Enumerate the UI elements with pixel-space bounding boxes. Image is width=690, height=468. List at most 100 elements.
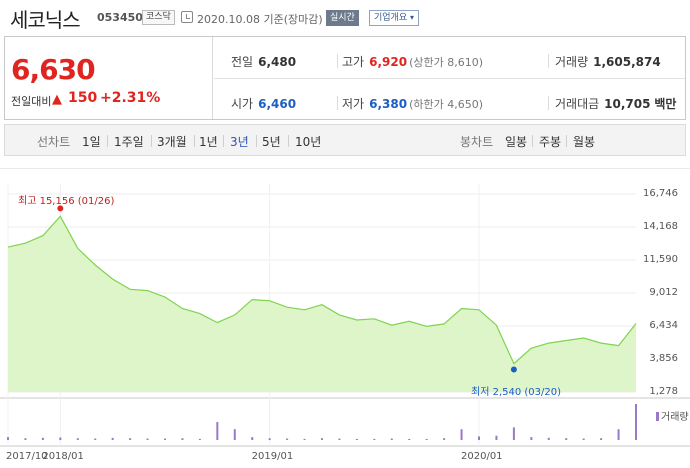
high-annotation: 최고 15,156 (01/26) bbox=[18, 196, 115, 207]
candle-chart-label: 봉차트 bbox=[460, 135, 494, 149]
clock-icon bbox=[181, 11, 193, 23]
trade-value: 거래대금 10,705 백만 bbox=[555, 95, 676, 112]
trade-value-amount: 10,705 bbox=[604, 97, 651, 111]
tab-period-5y[interactable]: 5년 bbox=[262, 135, 281, 149]
day-high: 고가 6,920 (상한가 8,610) bbox=[342, 53, 483, 70]
row-divider bbox=[214, 78, 685, 79]
volume-bar bbox=[24, 438, 27, 440]
high-marker bbox=[57, 205, 64, 212]
up-arrow-icon: ▲ bbox=[52, 92, 62, 107]
y-tick-label: 9,012 bbox=[649, 287, 678, 298]
volume-legend-label: 거래량 bbox=[661, 412, 689, 423]
market-badge: 코스닥 bbox=[142, 10, 175, 25]
y-tick-label: 14,168 bbox=[643, 221, 678, 232]
x-tick-label: 2020/01 bbox=[461, 451, 503, 462]
current-price-panel: 6,630 전일대비 ▲ 150 +2.31% bbox=[5, 37, 213, 119]
tab-candle-weekly[interactable]: 주봉 bbox=[539, 135, 562, 149]
tab-candle-daily[interactable]: 일봉 bbox=[505, 135, 528, 149]
low-marker bbox=[510, 366, 517, 373]
volume-bar bbox=[321, 438, 323, 440]
open-label: 시가 bbox=[231, 97, 254, 111]
open-price: 시가 6,460 bbox=[231, 95, 296, 112]
volume-bar bbox=[390, 438, 393, 440]
low-value: 6,380 bbox=[369, 97, 408, 111]
divider bbox=[223, 135, 224, 147]
change-value: 150 bbox=[68, 90, 98, 106]
y-tick-label: 11,590 bbox=[643, 254, 678, 265]
volume-bar bbox=[478, 436, 480, 440]
volume-bar bbox=[94, 438, 97, 440]
price-summary: 6,630 전일대비 ▲ 150 +2.31% 전일 6,480 고가 6,920(… bbox=[4, 36, 686, 120]
volume-value: 1,605,874 bbox=[593, 55, 661, 69]
y-tick-label: 1,278 bbox=[649, 386, 678, 397]
volume-bar bbox=[495, 435, 498, 440]
volume-bar bbox=[111, 437, 114, 440]
divider bbox=[532, 135, 533, 147]
y-tick-label: 16,746 bbox=[643, 188, 678, 199]
volume-bar bbox=[146, 438, 149, 440]
divider bbox=[337, 54, 338, 68]
volume-bar bbox=[460, 429, 463, 440]
volume-bar bbox=[303, 438, 306, 440]
y-tick-label: 3,856 bbox=[649, 353, 678, 364]
low-label: 저가 bbox=[342, 97, 365, 111]
divider bbox=[107, 135, 108, 147]
change-label: 전일대비 bbox=[11, 95, 52, 108]
high-value: 6,920 bbox=[369, 55, 408, 69]
date-text: 2020.10.08 bbox=[197, 13, 260, 26]
volume-bar bbox=[164, 438, 166, 440]
price-area bbox=[8, 216, 636, 392]
tab-period-3y[interactable]: 3년 bbox=[230, 135, 249, 149]
volume-bar bbox=[582, 438, 585, 440]
day-low: 저가 6,380 (하한가 4,650) bbox=[342, 95, 483, 112]
volume-info: 거래량 1,605,874 bbox=[555, 53, 661, 70]
tab-period-1w[interactable]: 1주일 bbox=[114, 135, 144, 149]
volume-bar bbox=[7, 437, 9, 440]
tab-candle-monthly[interactable]: 월봉 bbox=[573, 135, 596, 149]
low-annotation: 최저 2,540 (03/20) bbox=[471, 387, 562, 398]
trade-value-label: 거래대금 bbox=[555, 97, 600, 111]
volume-bar bbox=[338, 438, 341, 440]
volume-bar bbox=[512, 427, 515, 440]
x-tick-label: 2017/10 bbox=[6, 451, 48, 462]
volume-bar bbox=[547, 437, 550, 440]
volume-bar bbox=[617, 429, 620, 440]
prev-close-value: 6,480 bbox=[258, 55, 297, 69]
volume-bar bbox=[76, 438, 79, 440]
volume-bar bbox=[251, 437, 254, 440]
x-tick-label: 2019/01 bbox=[251, 451, 294, 462]
volume-bar bbox=[635, 404, 637, 440]
volume-bar bbox=[233, 429, 236, 440]
price-line bbox=[7, 215, 637, 365]
volume-label: 거래량 bbox=[555, 55, 589, 69]
volume-bar bbox=[443, 438, 446, 440]
volume-bar bbox=[565, 438, 568, 440]
divider bbox=[194, 135, 195, 147]
volume-bar bbox=[129, 438, 132, 440]
volume-bar bbox=[355, 438, 358, 440]
tab-period-10y[interactable]: 10년 bbox=[295, 135, 322, 149]
company-info-dropdown[interactable]: 기업개요 ▾ bbox=[369, 10, 420, 26]
price-chart[interactable]: 16,746 14,168 11,590 9,012 6,434 3,856 1,278 2… bbox=[0, 168, 690, 468]
realtime-button[interactable]: 실시간 bbox=[326, 10, 359, 26]
volume-bar bbox=[216, 422, 219, 440]
prev-close-label: 전일 bbox=[231, 55, 254, 69]
line-chart-label: 선차트 bbox=[37, 135, 71, 149]
basis-date: 2020.10.08 기준(장마감) bbox=[197, 11, 323, 27]
stock-name: 세코닉스 bbox=[10, 8, 81, 32]
tab-period-1d[interactable]: 1일 bbox=[82, 135, 101, 149]
x-tick-label: 2018/01 bbox=[42, 451, 84, 462]
volume-bar bbox=[425, 438, 428, 440]
chevron-down-icon: ▾ bbox=[410, 13, 415, 22]
volume-bar bbox=[373, 438, 376, 440]
volume-bar bbox=[286, 438, 289, 440]
volume-bar bbox=[59, 437, 62, 440]
tab-period-3m[interactable]: 3개월 bbox=[157, 135, 187, 149]
volume-bar bbox=[181, 438, 184, 440]
divider bbox=[566, 135, 567, 147]
stock-header: 세코닉스 053450 코스닥 2020.10.08 기준(장마감) 실시간 기… bbox=[0, 0, 690, 36]
high-label: 고가 bbox=[342, 55, 365, 69]
tab-period-1y[interactable]: 1년 bbox=[199, 135, 218, 149]
divider bbox=[548, 54, 549, 68]
divider bbox=[256, 135, 257, 147]
